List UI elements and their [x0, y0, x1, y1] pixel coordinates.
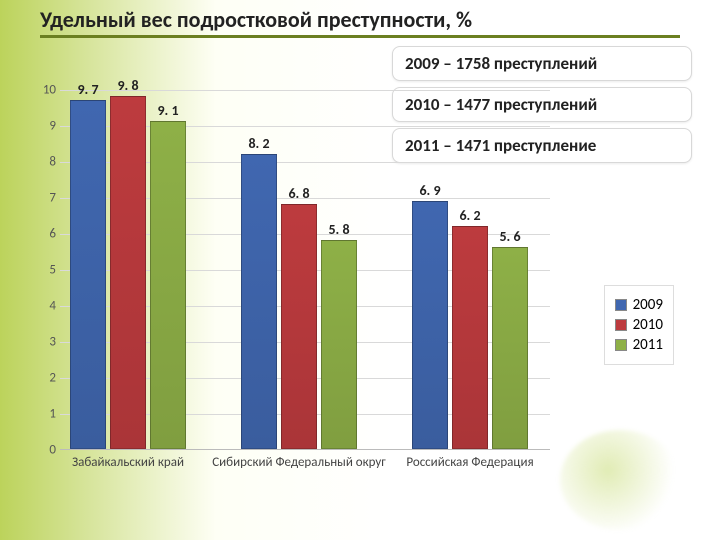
bar-value-label: 6. 2 [459, 207, 480, 224]
bar: 6. 2 [452, 226, 488, 449]
legend-swatch [615, 339, 627, 351]
y-tick-label: 2 [34, 371, 56, 386]
legend-swatch [615, 319, 627, 331]
y-tick-label: 6 [34, 227, 56, 242]
decorative-bubble [560, 430, 680, 530]
legend-swatch [615, 299, 627, 311]
y-tick-label: 3 [34, 335, 56, 350]
bar: 8. 2 [241, 154, 277, 449]
page-title: Удельный вес подростковой преступности, … [40, 6, 680, 33]
bar: 9. 8 [110, 96, 146, 449]
category-label: Российская Федерация [380, 455, 560, 470]
bar: 9. 7 [70, 100, 106, 449]
legend-label: 2010 [633, 316, 663, 334]
legend-item: 2011 [615, 336, 663, 354]
category-label: Забайкальский край [38, 455, 218, 470]
legend-label: 2011 [633, 336, 663, 354]
legend-item: 2009 [615, 296, 663, 314]
bar-value-label: 6. 8 [288, 185, 309, 202]
y-tick-label: 4 [34, 299, 56, 314]
bar: 5. 8 [321, 240, 357, 449]
bar: 5. 6 [492, 247, 528, 449]
title-block: Удельный вес подростковой преступности, … [40, 6, 680, 38]
bar: 9. 1 [150, 121, 186, 449]
legend-label: 2009 [633, 296, 663, 314]
category-label: Сибирский Федеральный округ [209, 455, 389, 470]
bar-value-label: 9. 8 [117, 77, 138, 94]
bar: 6. 8 [281, 204, 317, 449]
bar-value-label: 9. 1 [157, 102, 178, 119]
bar-value-label: 5. 6 [499, 228, 520, 245]
bar-value-label: 6. 9 [419, 182, 440, 199]
title-underline [40, 35, 680, 38]
y-tick-label: 9 [34, 119, 56, 134]
bar-value-label: 8. 2 [248, 135, 269, 152]
bar-value-label: 9. 7 [77, 81, 98, 98]
legend: 2009 2010 2011 [604, 285, 674, 365]
plot-area: 0123456789109. 79. 89. 1Забайкальский кр… [60, 90, 550, 450]
y-tick-label: 5 [34, 263, 56, 278]
callout-2009: 2009 – 1758 преступлений [392, 46, 692, 81]
bar: 6. 9 [412, 201, 448, 449]
bar-value-label: 5. 8 [328, 221, 349, 238]
y-tick-label: 1 [34, 407, 56, 422]
y-tick-label: 10 [34, 83, 56, 98]
y-tick-label: 8 [34, 155, 56, 170]
y-tick-label: 7 [34, 191, 56, 206]
legend-item: 2010 [615, 316, 663, 334]
